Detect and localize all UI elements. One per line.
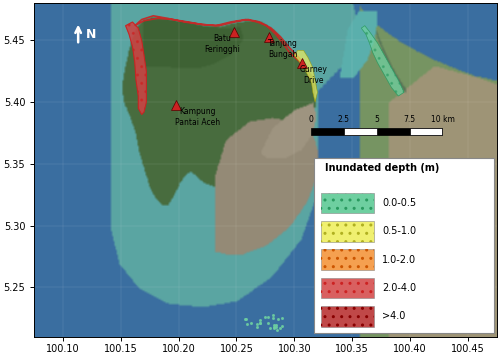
Point	[244, 322, 252, 327]
Bar	[321, 221, 374, 242]
Point	[264, 320, 272, 326]
Text: N: N	[86, 27, 97, 41]
Text: 1.0-2.0: 1.0-2.0	[382, 255, 416, 265]
Point	[256, 320, 264, 326]
Point	[269, 315, 277, 320]
Point	[270, 325, 278, 331]
Point	[276, 326, 284, 331]
Point	[252, 321, 260, 327]
Point	[264, 314, 272, 320]
Point	[242, 317, 250, 322]
Point	[270, 322, 278, 328]
Bar	[321, 278, 374, 298]
Bar	[344, 128, 376, 135]
Bar	[321, 221, 374, 242]
Text: Batu
Feringghi: Batu Feringghi	[204, 34, 240, 54]
Bar	[321, 306, 374, 327]
Bar	[321, 306, 374, 327]
Text: 10 km: 10 km	[430, 115, 454, 124]
Bar	[410, 128, 442, 135]
Polygon shape	[126, 22, 146, 115]
Text: 5: 5	[374, 115, 379, 124]
Text: 2.0-4.0: 2.0-4.0	[382, 283, 416, 293]
Bar	[321, 249, 374, 270]
Bar	[310, 128, 442, 135]
Text: 0.5-1.0: 0.5-1.0	[382, 226, 416, 236]
Text: Kampung
Pantai Aceh: Kampung Pantai Aceh	[174, 107, 220, 126]
Text: 7.5: 7.5	[404, 115, 415, 124]
Polygon shape	[362, 26, 404, 96]
Bar	[321, 193, 374, 213]
Point	[272, 324, 280, 330]
Point	[256, 320, 264, 326]
Point	[278, 323, 285, 329]
Text: Tanjung
Bungah: Tanjung Bungah	[268, 39, 298, 59]
Point	[273, 327, 281, 333]
Text: >4.0: >4.0	[382, 311, 406, 321]
Polygon shape	[294, 50, 318, 102]
Point	[269, 312, 277, 318]
Text: 2.5: 2.5	[338, 115, 349, 124]
Text: Gurney
Drive: Gurney Drive	[300, 65, 328, 85]
Text: 0.0-0.5: 0.0-0.5	[382, 198, 416, 208]
Point	[260, 314, 268, 320]
Point	[266, 325, 274, 331]
Point	[241, 316, 249, 322]
Point	[278, 316, 285, 321]
Point	[254, 325, 262, 330]
Text: Inundated depth (m): Inundated depth (m)	[326, 164, 440, 174]
Point	[248, 321, 256, 326]
Bar	[321, 193, 374, 213]
Point	[274, 317, 282, 322]
Point	[256, 317, 264, 322]
Bar	[321, 249, 374, 270]
Bar	[321, 278, 374, 298]
Point	[272, 322, 280, 328]
Text: 0: 0	[308, 115, 313, 124]
Point	[270, 325, 278, 330]
